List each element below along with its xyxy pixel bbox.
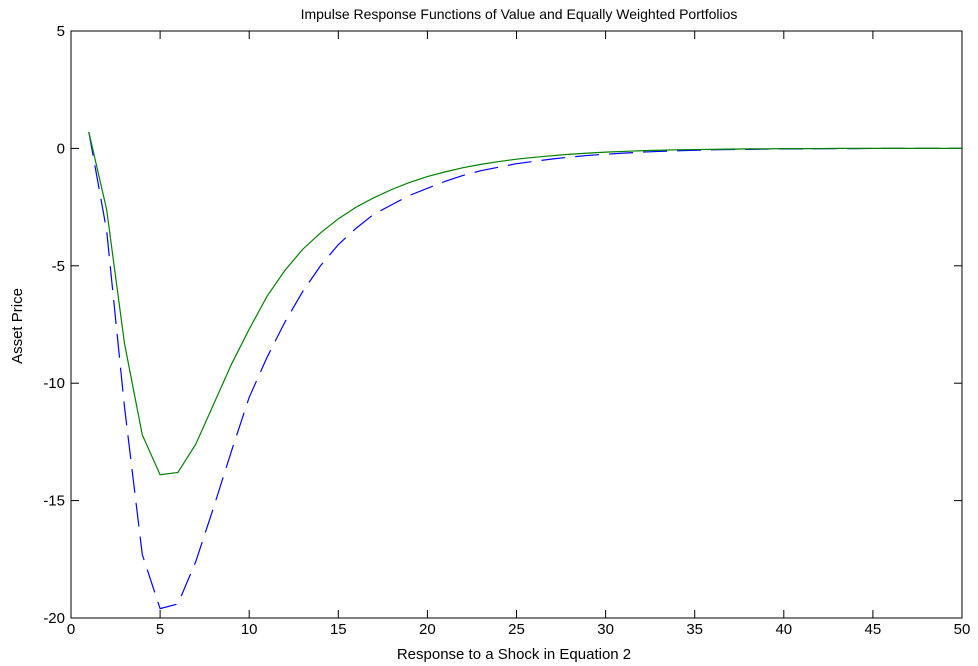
- y-tick-label: -10: [43, 375, 65, 392]
- x-tick-label: 50: [954, 621, 971, 638]
- x-tick-label: 30: [597, 621, 614, 638]
- x-tick-label: 35: [686, 621, 703, 638]
- chart-title: Impulse Response Functions of Value and …: [301, 6, 738, 22]
- x-tick-label: 10: [241, 621, 258, 638]
- x-tick-label: 5: [156, 621, 164, 638]
- y-tick-label: -5: [52, 258, 65, 275]
- y-tick-label: -15: [43, 493, 65, 510]
- x-tick-label: 20: [419, 621, 436, 638]
- x-tick-label: 40: [775, 621, 792, 638]
- x-tick-label: 15: [330, 621, 347, 638]
- y-tick-label: -20: [43, 610, 65, 627]
- x-tick-label: 45: [865, 621, 882, 638]
- y-axis-title: Asset Price: [9, 288, 26, 364]
- x-axis-title: Response to a Shock in Equation 2: [397, 646, 631, 663]
- series-lines: [88, 131, 962, 610]
- y-tick-label: 5: [57, 23, 65, 40]
- plot-area: [70, 30, 963, 619]
- y-tick-label: 0: [57, 140, 65, 157]
- x-tick-label: 25: [508, 621, 525, 638]
- series-line-2: [88, 131, 962, 476]
- x-tick-label: 0: [67, 621, 75, 638]
